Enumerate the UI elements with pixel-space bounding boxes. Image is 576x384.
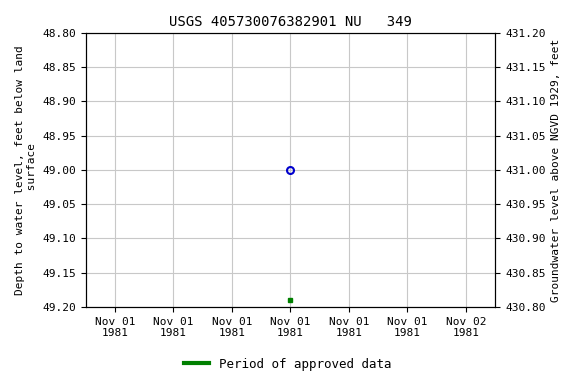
Legend: Period of approved data: Period of approved data: [179, 353, 397, 376]
Title: USGS 405730076382901 NU   349: USGS 405730076382901 NU 349: [169, 15, 412, 29]
Y-axis label: Groundwater level above NGVD 1929, feet: Groundwater level above NGVD 1929, feet: [551, 38, 561, 301]
Y-axis label: Depth to water level, feet below land
 surface: Depth to water level, feet below land su…: [15, 45, 37, 295]
